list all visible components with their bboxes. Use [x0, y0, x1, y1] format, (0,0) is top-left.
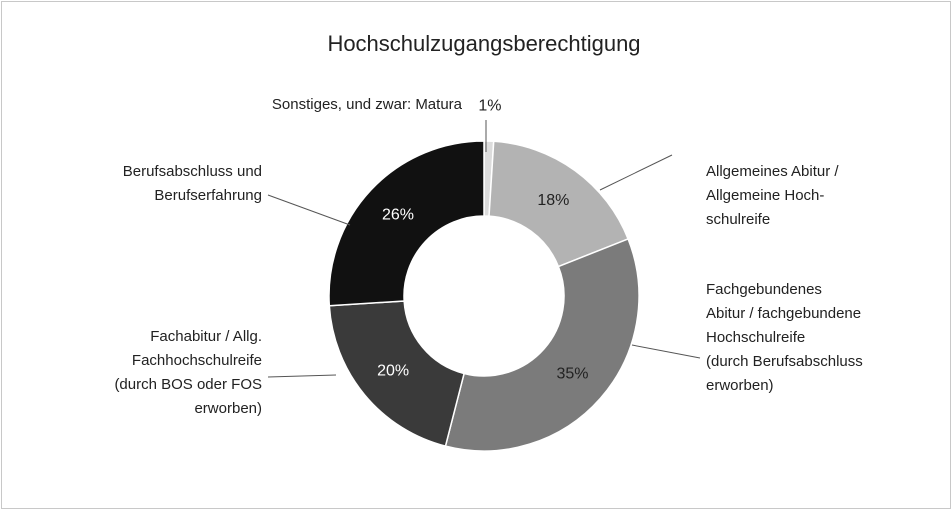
leader-line — [267, 374, 337, 378]
value-label: 20% — [377, 362, 409, 379]
category-label: erworben) — [194, 400, 262, 417]
leader-line — [631, 344, 701, 359]
category-label: Fachgebundenes — [706, 281, 822, 298]
category-label: Fachhochschulreife — [132, 352, 262, 369]
leader-line — [267, 194, 351, 226]
category-label: schulreife — [706, 211, 770, 228]
value-label: 1% — [478, 97, 501, 114]
category-label: Hochschulreife — [706, 329, 805, 346]
category-label: Fachabitur / Allg. — [150, 328, 262, 345]
category-label: Sonstiges, und zwar: Matura — [272, 96, 463, 113]
donut-segment — [328, 300, 466, 448]
value-label: 26% — [382, 206, 414, 223]
category-label: Berufsabschluss und — [123, 163, 262, 180]
category-label: Berufserfahrung — [154, 187, 262, 204]
category-label: erworben) — [706, 377, 774, 394]
donut-segment — [328, 140, 485, 307]
value-label: 35% — [556, 365, 588, 382]
category-label: (durch BOS oder FOS — [114, 376, 262, 393]
leader-line — [599, 154, 673, 191]
category-label: Abitur / fachgebundene — [706, 305, 861, 322]
category-label: (durch Berufsabschluss — [706, 353, 863, 370]
category-label: Allgemeines Abitur / — [706, 163, 839, 180]
donut-segment — [444, 237, 640, 452]
value-label: 18% — [537, 192, 569, 209]
category-label: Allgemeine Hoch- — [706, 187, 824, 204]
chart-title: Hochschulzugangsberechtigung — [327, 31, 640, 56]
